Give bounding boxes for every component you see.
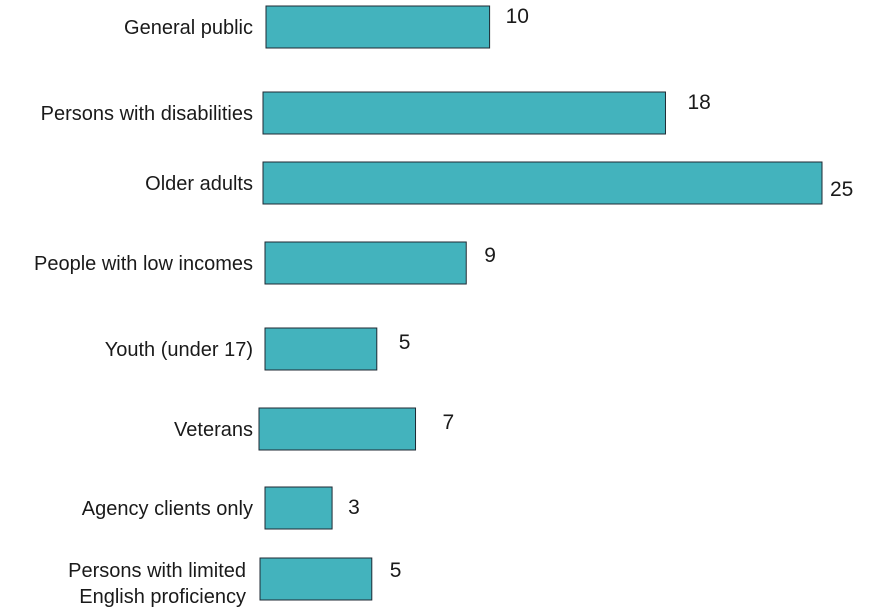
- category-label: Persons with disabilities: [41, 103, 253, 125]
- bar: [264, 486, 333, 530]
- value-label: 5: [399, 331, 411, 354]
- value-label: 18: [687, 91, 710, 114]
- value-label: 3: [348, 496, 360, 519]
- bar: [258, 407, 417, 451]
- category-label: People with low incomes: [34, 253, 253, 275]
- bar: [265, 5, 491, 49]
- bar: [262, 91, 666, 135]
- value-label: 5: [390, 559, 402, 582]
- category-label: Persons with limited English proficiency: [68, 560, 246, 608]
- category-label: Older adults: [145, 173, 253, 195]
- value-label: 7: [443, 411, 455, 434]
- category-label: Veterans: [174, 419, 253, 441]
- bar: [262, 161, 823, 205]
- value-label: 9: [484, 244, 496, 267]
- category-label: General public: [124, 17, 253, 39]
- category-label: Agency clients only: [82, 498, 253, 520]
- bar: [264, 327, 378, 371]
- bar: [259, 557, 373, 601]
- value-label: 10: [506, 5, 529, 28]
- bar: [264, 241, 467, 285]
- category-label: Youth (under 17): [105, 339, 253, 361]
- value-label: 25: [830, 178, 853, 201]
